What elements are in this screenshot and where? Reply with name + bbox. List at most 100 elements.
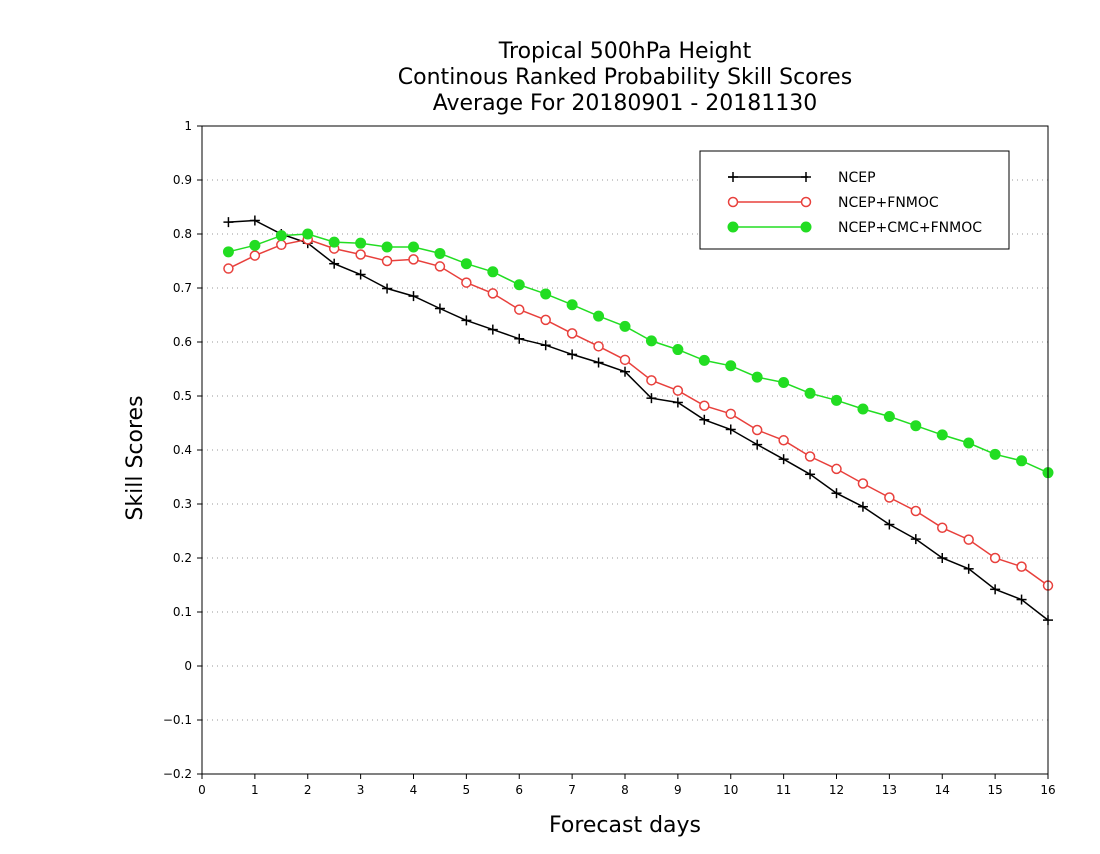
data-point — [355, 269, 366, 280]
x-axis-label: Forecast days — [549, 813, 701, 838]
data-point — [725, 424, 736, 435]
data-point — [884, 492, 895, 503]
data-point — [751, 371, 763, 383]
data-point — [646, 393, 657, 404]
x-tick-label: 4 — [410, 783, 418, 797]
data-point — [487, 266, 499, 278]
data-point — [249, 215, 260, 226]
data-point — [910, 534, 921, 545]
title-line-3: Average For 20180901 - 20181130 — [433, 91, 818, 116]
y-tick-label: 0.8 — [173, 227, 192, 241]
data-point — [434, 247, 446, 259]
data-point — [566, 328, 578, 339]
x-tick-label: 16 — [1040, 783, 1055, 797]
y-tick-label: 0.7 — [173, 281, 192, 295]
x-tick-label: 10 — [723, 783, 738, 797]
data-point — [699, 400, 710, 411]
data-point — [989, 552, 1001, 564]
legend-item: NCEP+FNMOC — [727, 195, 939, 211]
x-tick-label: 9 — [674, 783, 682, 797]
axes: −0.2−0.100.10.20.30.40.50.60.70.80.910 1 2… — [163, 119, 1056, 797]
data-point — [1016, 561, 1027, 572]
data-point — [460, 258, 472, 270]
data-point — [883, 411, 895, 423]
data-point — [646, 375, 657, 386]
data-point — [619, 320, 631, 332]
y-tick-label: 0.3 — [173, 497, 192, 511]
y-tick-label: 0.6 — [173, 335, 192, 349]
y-tick-label: 0.1 — [173, 605, 192, 619]
series-line — [228, 233, 1049, 474]
data-point — [801, 172, 811, 182]
data-point — [857, 478, 869, 489]
series-line — [228, 238, 1049, 587]
data-point — [831, 488, 842, 499]
data-point — [355, 249, 366, 260]
y-tick-label: −0.1 — [163, 713, 192, 727]
data-point — [1016, 455, 1028, 467]
data-point — [223, 263, 234, 274]
series-ncep-fnmoc — [223, 234, 1054, 591]
data-point — [461, 315, 472, 326]
data-point — [728, 172, 738, 182]
x-tick-label: 1 — [251, 783, 259, 797]
legend-item: NCEP+CMC+FNMOC — [727, 220, 982, 236]
data-point — [302, 228, 314, 240]
data-point — [778, 377, 790, 388]
x-tick-label: 0 — [198, 783, 206, 797]
data-point — [857, 403, 869, 415]
x-tick-label: 12 — [829, 783, 844, 797]
data-point — [275, 230, 287, 242]
data-point — [831, 463, 842, 475]
legend-item: NCEP — [728, 170, 876, 186]
data-point — [566, 299, 578, 311]
data-point — [725, 408, 736, 420]
data-point — [593, 310, 605, 322]
data-point — [778, 435, 789, 446]
data-point — [487, 324, 498, 335]
legend-label: NCEP — [838, 170, 876, 186]
data-point — [355, 237, 367, 249]
data-point — [540, 340, 551, 351]
legend-label: NCEP+CMC+FNMOC — [838, 220, 982, 236]
data-point — [540, 288, 552, 300]
title-line-2: Continous Ranked Probability Skill Score… — [398, 65, 852, 90]
data-point — [514, 333, 525, 344]
x-tick-label: 5 — [463, 783, 471, 797]
data-point — [672, 385, 684, 396]
data-point — [778, 454, 789, 465]
y-tick-label: 1 — [184, 119, 192, 133]
x-tick-label: 8 — [621, 783, 629, 797]
data-point — [382, 283, 393, 294]
plot-frame — [201, 125, 1049, 775]
data-point — [937, 522, 948, 534]
data-point — [461, 277, 472, 288]
y-tick-label: 0.5 — [173, 389, 192, 403]
data-point — [884, 519, 895, 530]
data-point — [222, 246, 234, 258]
legend-label: NCEP+FNMOC — [838, 195, 939, 211]
data-point — [249, 250, 261, 261]
data-point — [672, 344, 684, 356]
data-point — [804, 387, 816, 399]
x-tick-label: 3 — [357, 783, 365, 797]
data-point — [540, 314, 551, 326]
data-point — [487, 288, 499, 299]
data-point — [910, 505, 922, 517]
data-point — [434, 261, 446, 272]
data-point — [800, 196, 812, 208]
y-tick-label: −0.2 — [163, 767, 192, 781]
series-line — [228, 219, 1049, 621]
gridlines — [202, 179, 1048, 721]
data-point — [963, 534, 974, 545]
x-tick-label: 14 — [935, 783, 950, 797]
data-point — [514, 304, 525, 315]
data-point — [857, 501, 868, 512]
data-point — [727, 221, 739, 233]
data-point — [698, 354, 710, 366]
chart-title: Tropical 500hPa Height Continous Ranked … — [398, 39, 852, 116]
data-point — [249, 239, 261, 251]
x-tick-label: 15 — [987, 783, 1002, 797]
data-point — [593, 341, 604, 352]
